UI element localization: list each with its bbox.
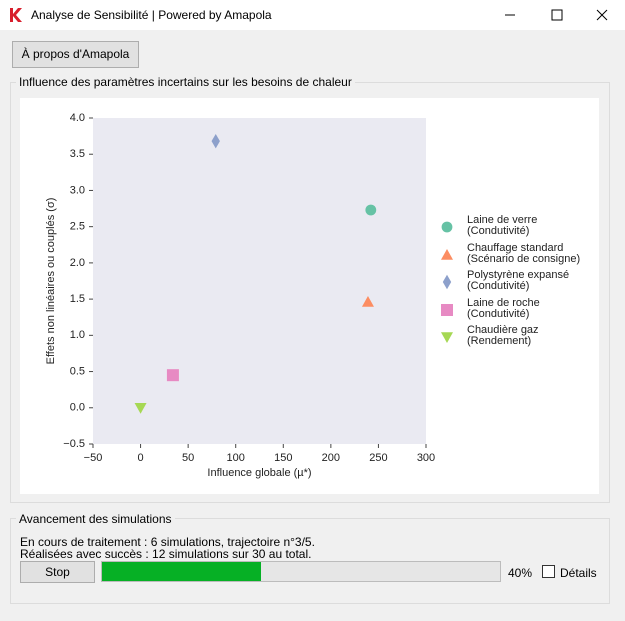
- y-tick-label: 2.5: [70, 221, 85, 233]
- y-tick-label: −0.5: [63, 438, 85, 450]
- x-tick-label: 150: [274, 452, 292, 464]
- x-tick-label: 50: [182, 452, 194, 464]
- legend-label: Polystyrène expansé: [467, 269, 569, 281]
- x-tick-label: 300: [417, 452, 435, 464]
- legend-detail: (Condutivité): [467, 225, 529, 237]
- legend-detail: (Condutivité): [467, 308, 529, 320]
- progress-bar: [101, 561, 501, 582]
- y-tick-label: 2.0: [70, 257, 85, 269]
- legend-label: Chauffage standard: [467, 242, 563, 254]
- stop-button[interactable]: Stop: [20, 561, 95, 583]
- status-text: Réalisées avec succès : 12 simulations s…: [20, 547, 312, 561]
- marker: [365, 204, 377, 216]
- about-button[interactable]: À propos d'Amapola: [12, 41, 139, 68]
- y-tick-label: 4.0: [70, 112, 85, 124]
- progress-fill: [102, 562, 262, 581]
- x-tick-label: 200: [322, 452, 340, 464]
- legend-marker: [441, 304, 453, 316]
- y-tick-label: 0.5: [70, 365, 85, 377]
- marker: [166, 369, 179, 382]
- chart: −50 0 50 100 150 200 250 300 −0.5 0.0 0.5 1.0 1.5 2.0…: [20, 98, 599, 494]
- marker: [134, 402, 147, 414]
- y-axis-label: Effets non linéaires ou couplés (σ): [45, 198, 57, 365]
- group-title: Influence des paramètres incertains sur …: [16, 75, 355, 89]
- x-tick-label: 100: [227, 452, 245, 464]
- y-tick-label: 0.0: [70, 402, 85, 414]
- legend-detail: (Condutivité): [467, 280, 529, 292]
- checkbox[interactable]: [542, 565, 555, 578]
- legend-label: Laine de roche: [467, 297, 540, 309]
- marker: [361, 296, 374, 307]
- legend-label: Laine de verre: [467, 214, 537, 226]
- status-text: En cours de traitement : 6 simulations, …: [20, 535, 315, 549]
- y-tick-label: 1.5: [70, 293, 85, 305]
- legend-detail: (Scénario de consigne): [467, 253, 580, 265]
- progress-label: 40%: [508, 566, 533, 580]
- x-tick-label: 250: [369, 452, 387, 464]
- y-tick-label: 3.0: [70, 184, 85, 196]
- title-bar: Analyse de Sensibilité | Powered by Amap…: [0, 0, 625, 30]
- progress-group: [10, 518, 610, 604]
- x-axis-label: Influence globale (µ*): [207, 467, 311, 479]
- legend-label: Chaudière gaz: [467, 324, 539, 336]
- legend-marker: [441, 249, 453, 260]
- legend-marker: [442, 274, 452, 290]
- x-tick-label: 0: [138, 452, 144, 464]
- y-tick-label: 1.0: [70, 329, 85, 341]
- window-controls[interactable]: [500, 5, 620, 25]
- window-title: Analyse de Sensibilité | Powered by Amap…: [31, 8, 272, 22]
- marker: [211, 133, 220, 149]
- legend-marker: [441, 221, 453, 233]
- group-title: Avancement des simulations: [16, 512, 175, 526]
- legend-marker: [441, 332, 453, 343]
- x-tick-label: −50: [84, 452, 103, 464]
- legend-detail: (Rendement): [467, 335, 531, 347]
- checkbox-label[interactable]: Détails: [560, 566, 597, 580]
- plot-area: [93, 118, 426, 444]
- y-tick-label: 3.5: [70, 148, 85, 160]
- app-icon: [10, 8, 22, 22]
